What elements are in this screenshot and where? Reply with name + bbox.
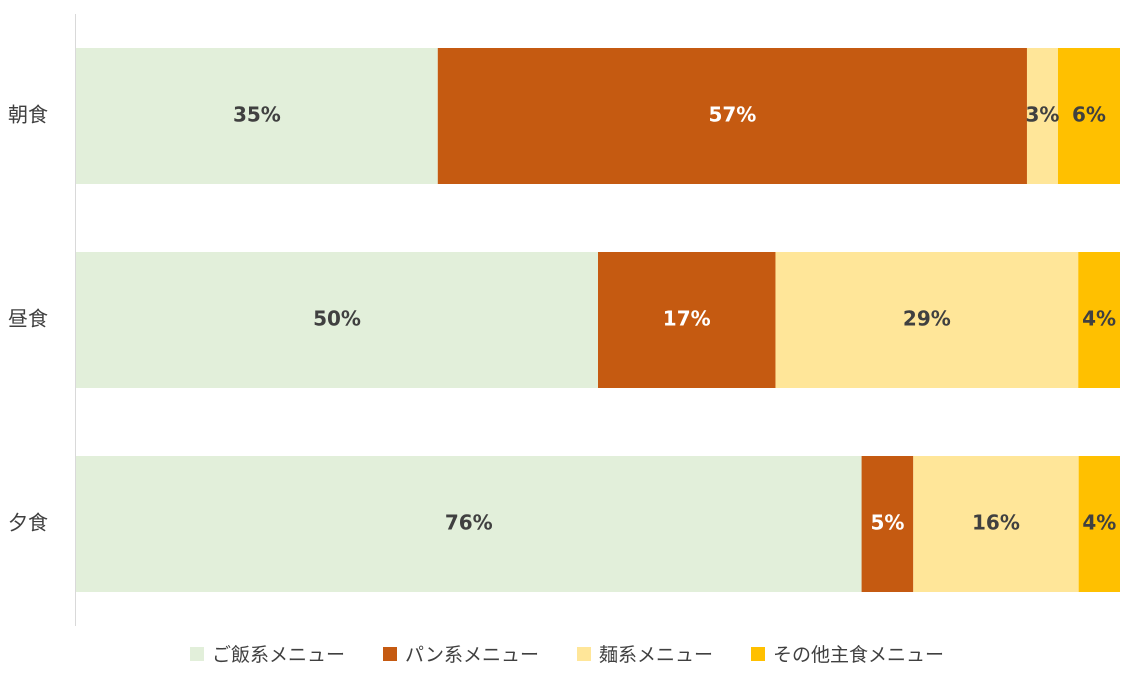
legend-swatch: [383, 646, 398, 661]
bar-segment: [1078, 252, 1120, 388]
category-label: 夕食: [8, 511, 48, 535]
data-labels-group: 35% 57% 3% 6% 50% 17% 29% 4% 76% 5% 16% 4%: [233, 103, 1116, 535]
bar-segment: [861, 456, 914, 592]
data-label: 16%: [972, 511, 1020, 535]
bars-group: [76, 48, 1120, 592]
data-label: 17%: [663, 307, 711, 331]
data-label: 4%: [1082, 511, 1116, 535]
data-label: 5%: [870, 511, 904, 535]
legend-label: その他主食メニュー: [772, 644, 944, 666]
data-label: 4%: [1082, 307, 1116, 331]
legend-item: ご飯系メニュー: [190, 640, 345, 667]
bar-segment: [913, 456, 1079, 592]
bar-segment: [76, 252, 598, 388]
data-label: 6%: [1072, 103, 1106, 127]
bar-segment: [437, 48, 1027, 184]
bar-segment: [76, 456, 862, 592]
legend-label: ご飯系メニュー: [212, 644, 346, 666]
data-label: 35%: [233, 103, 281, 127]
legend-label: 麺系メニュー: [598, 644, 713, 666]
legend-swatch: [190, 646, 204, 661]
data-label: 3%: [1025, 103, 1059, 127]
data-label: 57%: [708, 103, 756, 127]
bar-segment: [1057, 48, 1120, 184]
bar-segment: [1026, 48, 1058, 184]
bar-segment: [775, 252, 1079, 388]
legend-swatch: [576, 646, 591, 661]
legend: ご飯系メニュー パン系メニュー 麺系メニュー その他主食メニュー: [0, 640, 1134, 667]
data-label: 50%: [313, 307, 361, 331]
data-label: 76%: [445, 511, 493, 535]
legend-item: パン系メニュー: [383, 640, 539, 667]
bar-segment: [1078, 456, 1120, 592]
legend-label: パン系メニュー: [405, 644, 539, 666]
legend-item: その他主食メニュー: [750, 640, 944, 667]
legend-swatch: [750, 646, 765, 661]
bar-segment: [598, 252, 776, 388]
bar-segment: [76, 48, 438, 184]
data-label: 29%: [903, 307, 951, 331]
category-label: 朝食: [8, 103, 48, 127]
category-label: 昼食: [8, 307, 48, 331]
legend-item: 麺系メニュー: [576, 640, 713, 667]
